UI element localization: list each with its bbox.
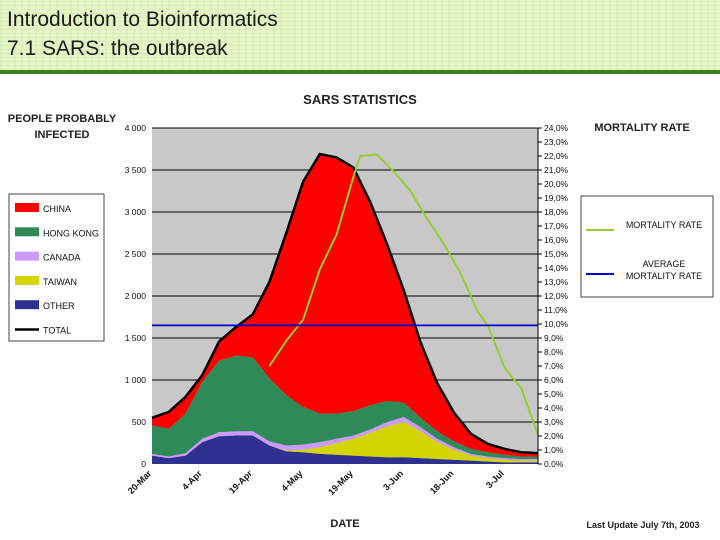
legend-label: HONG KONG: [43, 228, 99, 238]
y2-tick-label: 10,0%: [544, 319, 569, 329]
plot-area: 0 500 1 000 1 500 2 000 2 500 3 000 3 500 4 000 0…: [125, 123, 569, 497]
y-tick-label: 1 000: [125, 375, 147, 385]
legend-label: TAIWAN: [43, 277, 77, 287]
y2-tick-label: 20,0%: [544, 179, 569, 189]
x-tick-label: 3-Jun: [381, 468, 405, 492]
y2-tick-label: 3,0%: [544, 417, 564, 427]
y-tick-label: 500: [132, 417, 146, 427]
area-legend-box: [8, 193, 105, 342]
x-tick-label: 19-Apr: [227, 468, 255, 496]
x-tick-label: 19-May: [326, 468, 355, 497]
x-tick-label: 3-Jul: [484, 468, 506, 490]
y2-tick-label: 9,0%: [544, 333, 564, 343]
y-tick-label: 3 500: [125, 165, 147, 175]
y2-tick-label: 17,0%: [544, 221, 569, 231]
y2-tick-label: 8,0%: [544, 347, 564, 357]
line-legend-box: [580, 195, 714, 298]
legend-label: CHINA: [43, 204, 71, 214]
y2-tick-label: 1,0%: [544, 445, 564, 455]
legend-label-mortality-rate: MORTALITY RATE: [626, 220, 702, 230]
area-china: [152, 154, 538, 457]
y2-tick-label: 21,0%: [544, 165, 569, 175]
legend-label: TOTAL: [43, 326, 71, 336]
slide-title: Introduction to Bioinformatics: [7, 8, 278, 31]
y2-tick-label: 24,0%: [544, 123, 569, 133]
y2-tick-label: 7,0%: [544, 361, 564, 371]
header-divider: [0, 70, 720, 74]
y-tick-label: 4 000: [125, 123, 147, 133]
y2-tick-label: 23,0%: [544, 137, 569, 147]
chart-title: SARS STATISTICS: [303, 92, 417, 107]
total-line: [151, 152, 539, 455]
y2-tick-label: 2,0%: [544, 431, 564, 441]
area-canada: [152, 416, 538, 461]
x-axis-label: DATE: [330, 518, 359, 530]
area-other: [152, 435, 538, 464]
y2-tick-label: 19,0%: [544, 193, 569, 203]
legend-swatch-canada: [15, 251, 39, 261]
y-tick-label: 1 500: [125, 333, 147, 343]
mortality-rate-line: [268, 153, 539, 435]
y-axis-label-line2: INFECTED: [35, 129, 90, 141]
legend-swatch-other: [15, 300, 39, 310]
legend-label: CANADA: [43, 253, 81, 263]
y-tick-label: 0: [141, 459, 146, 469]
y2-tick-label: 22,0%: [544, 151, 569, 161]
y2-tick-label: 4,0%: [544, 403, 564, 413]
y2-axis-label: MORTALITY RATE: [594, 122, 689, 134]
y2-tick-label: 18,0%: [544, 207, 569, 217]
legend-label: OTHER: [43, 301, 75, 311]
legend-label-average-line1: AVERAGE: [643, 259, 686, 269]
footnote: Last Update July 7th, 2003: [586, 520, 699, 530]
y2-tick-label: 16,0%: [544, 235, 569, 245]
area-taiwan: [152, 422, 538, 463]
y2-tick-label: 5,0%: [544, 389, 564, 399]
y-axis-label-line1: PEOPLE PROBABLY: [8, 113, 117, 125]
x-tick-label: 20-Mar: [126, 468, 154, 496]
y2-tick-label: 11,0%: [544, 305, 568, 315]
y2-tick-label: 12,0%: [544, 291, 569, 301]
y-tick-label: 2 500: [125, 249, 147, 259]
x-tick-label: 4-Apr: [180, 468, 204, 492]
legend-swatch-china: [15, 203, 39, 212]
legend-label-average-line2: MORTALITY RATE: [626, 271, 702, 281]
legends: CHINA HONG KONG CANADA TAIWAN OTHER TOTAL MORT…: [8, 193, 714, 342]
y2-tick-label: 6,0%: [544, 375, 564, 385]
y2-tick-label: 0,0%: [544, 459, 564, 469]
y2-tick-label: 14,0%: [544, 263, 569, 273]
x-tick-label: 18-Jun: [428, 468, 456, 496]
y-tick-label: 2 000: [125, 291, 147, 301]
y2-tick-label: 13,0%: [544, 277, 569, 287]
y2-tick-label: 15,0%: [544, 249, 569, 259]
y-tick-label: 3 000: [125, 207, 147, 217]
legend-swatch-taiwan: [15, 275, 39, 285]
x-tick-label: 4-May: [279, 468, 304, 493]
legend-swatch-hong-kong: [15, 227, 39, 237]
slide-header: Introduction to Bioinformatics 7.1 SARS:…: [0, 0, 720, 74]
slide-subtitle: 7.1 SARS: the outbreak: [7, 37, 228, 60]
area-hong-kong: [152, 355, 538, 459]
